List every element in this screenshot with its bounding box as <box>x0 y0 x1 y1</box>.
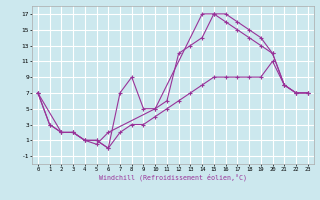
X-axis label: Windchill (Refroidissement éolien,°C): Windchill (Refroidissement éolien,°C) <box>99 173 247 181</box>
